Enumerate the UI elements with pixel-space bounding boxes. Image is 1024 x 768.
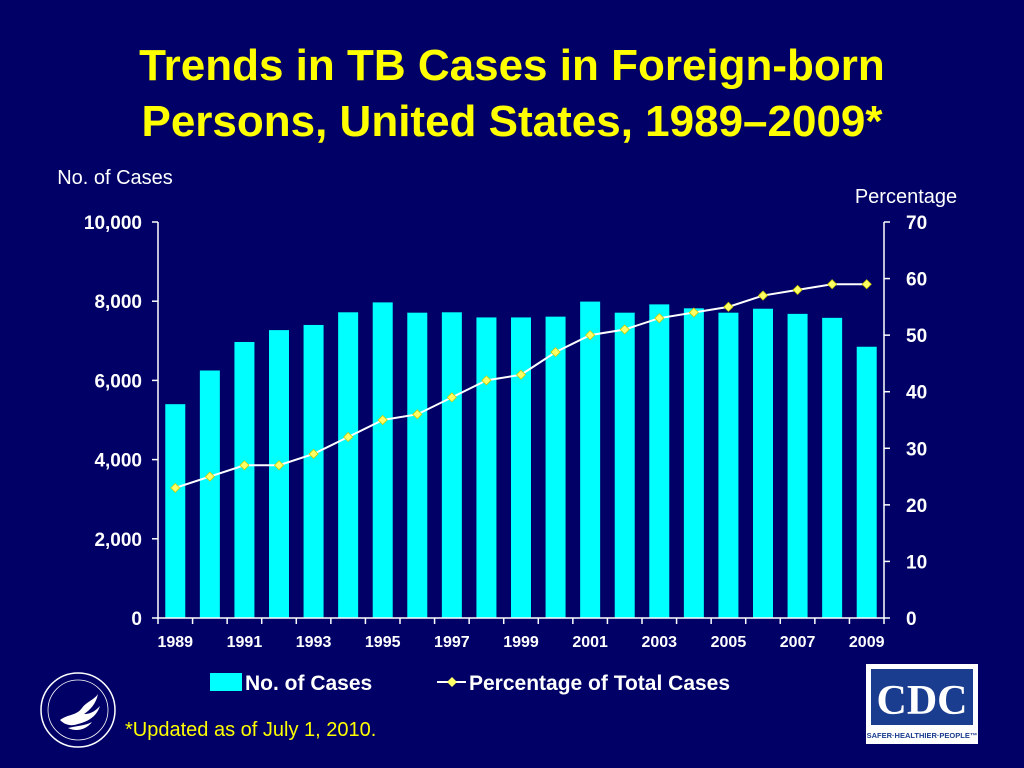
point-2009 (861, 279, 872, 290)
bar-1998 (476, 317, 497, 618)
point-2005 (723, 301, 734, 312)
point-1994 (343, 431, 354, 443)
bar-2005 (718, 312, 739, 618)
bar-1989 (165, 404, 186, 618)
point-2002 (619, 324, 630, 335)
right-tick-label: 30 (906, 439, 927, 460)
point-1993 (308, 448, 319, 460)
point-1998 (481, 375, 492, 386)
bar-2007 (787, 313, 808, 618)
footnote: *Updated as of July 1, 2010. (125, 719, 377, 741)
bar-1997 (441, 312, 462, 618)
bar-1991 (234, 341, 255, 618)
point-1996 (412, 409, 423, 420)
left-axis-title: No. of Cases (57, 167, 173, 189)
x-tick-label: 2007 (780, 634, 816, 651)
x-tick-label: 1989 (157, 634, 193, 651)
hhs-seal-logo (38, 670, 118, 755)
right-tick-label: 60 (906, 270, 927, 291)
cdc-logo: CDC SAFER·HEALTHIER·PEOPLE™ (866, 664, 978, 749)
point-2000 (550, 347, 561, 358)
right-tick-label: 0 (906, 609, 917, 630)
point-2004 (688, 307, 699, 318)
point-2006 (757, 290, 769, 301)
bar-1996 (407, 312, 428, 618)
title-line-2: Persons, United States, 1989–2009* (141, 97, 883, 146)
x-tick-label: 1993 (296, 634, 332, 651)
point-2003 (654, 313, 665, 324)
point-1999 (515, 369, 527, 380)
bar-1992 (269, 330, 289, 618)
right-tick-label: 70 (906, 213, 927, 234)
legend-line-label: Percentage of Total Cases (469, 672, 730, 695)
point-1997 (446, 392, 457, 403)
right-tick-label: 20 (906, 496, 927, 517)
cdc-logo-tagline: SAFER·HEALTHIER·PEOPLE™ (867, 731, 978, 740)
point-2007 (792, 284, 803, 295)
bar-2006 (753, 308, 773, 618)
point-1992 (273, 460, 285, 471)
bar-2002 (614, 312, 635, 618)
right-tick-label: 50 (906, 326, 927, 347)
left-tick-label: 8,000 (94, 292, 142, 313)
left-tick-label: 10,000 (84, 213, 142, 234)
x-tick-label: 1991 (227, 634, 263, 651)
point-1990 (204, 471, 215, 482)
cdc-logo-text: CDC (877, 678, 968, 724)
x-tick-label: 2005 (711, 634, 747, 651)
x-tick-label: 2003 (641, 634, 677, 651)
right-axis-title: Percentage (855, 186, 957, 208)
title-line-1: Trends in TB Cases in Foreign-born (139, 41, 885, 90)
left-tick-label: 2,000 (94, 530, 142, 551)
point-2001 (585, 330, 596, 341)
right-tick-label: 40 (906, 383, 927, 404)
right-tick-label: 10 (906, 552, 927, 573)
bar-1999 (511, 317, 531, 618)
bar-1990 (199, 370, 220, 618)
bar-2008 (822, 317, 843, 618)
bar-2001 (580, 301, 601, 618)
point-2008 (827, 279, 838, 290)
left-tick-label: 0 (131, 609, 142, 630)
bar-2004 (683, 308, 704, 618)
x-tick-label: 1995 (365, 634, 401, 651)
bar-2003 (649, 304, 670, 618)
x-tick-label: 2001 (572, 634, 608, 651)
slide-title: Trends in TB Cases in Foreign-born Perso… (0, 38, 1024, 150)
legend-bar-label: No. of Cases (245, 672, 372, 695)
point-1989 (170, 482, 181, 493)
x-tick-label: 1997 (434, 634, 470, 651)
x-tick-label: 1999 (503, 634, 539, 651)
bar-2000 (545, 316, 566, 618)
legend-bar-swatch (210, 673, 242, 691)
point-1995 (377, 414, 388, 426)
x-tick-label: 2009 (849, 634, 885, 651)
bar-1994 (338, 312, 359, 618)
point-1991 (239, 460, 250, 471)
left-tick-label: 4,000 (94, 451, 142, 472)
legend-line-marker (447, 677, 457, 687)
bar-1995 (372, 302, 393, 618)
bar-1993 (303, 324, 324, 618)
bar-2009 (856, 346, 877, 618)
left-tick-label: 6,000 (94, 371, 142, 392)
